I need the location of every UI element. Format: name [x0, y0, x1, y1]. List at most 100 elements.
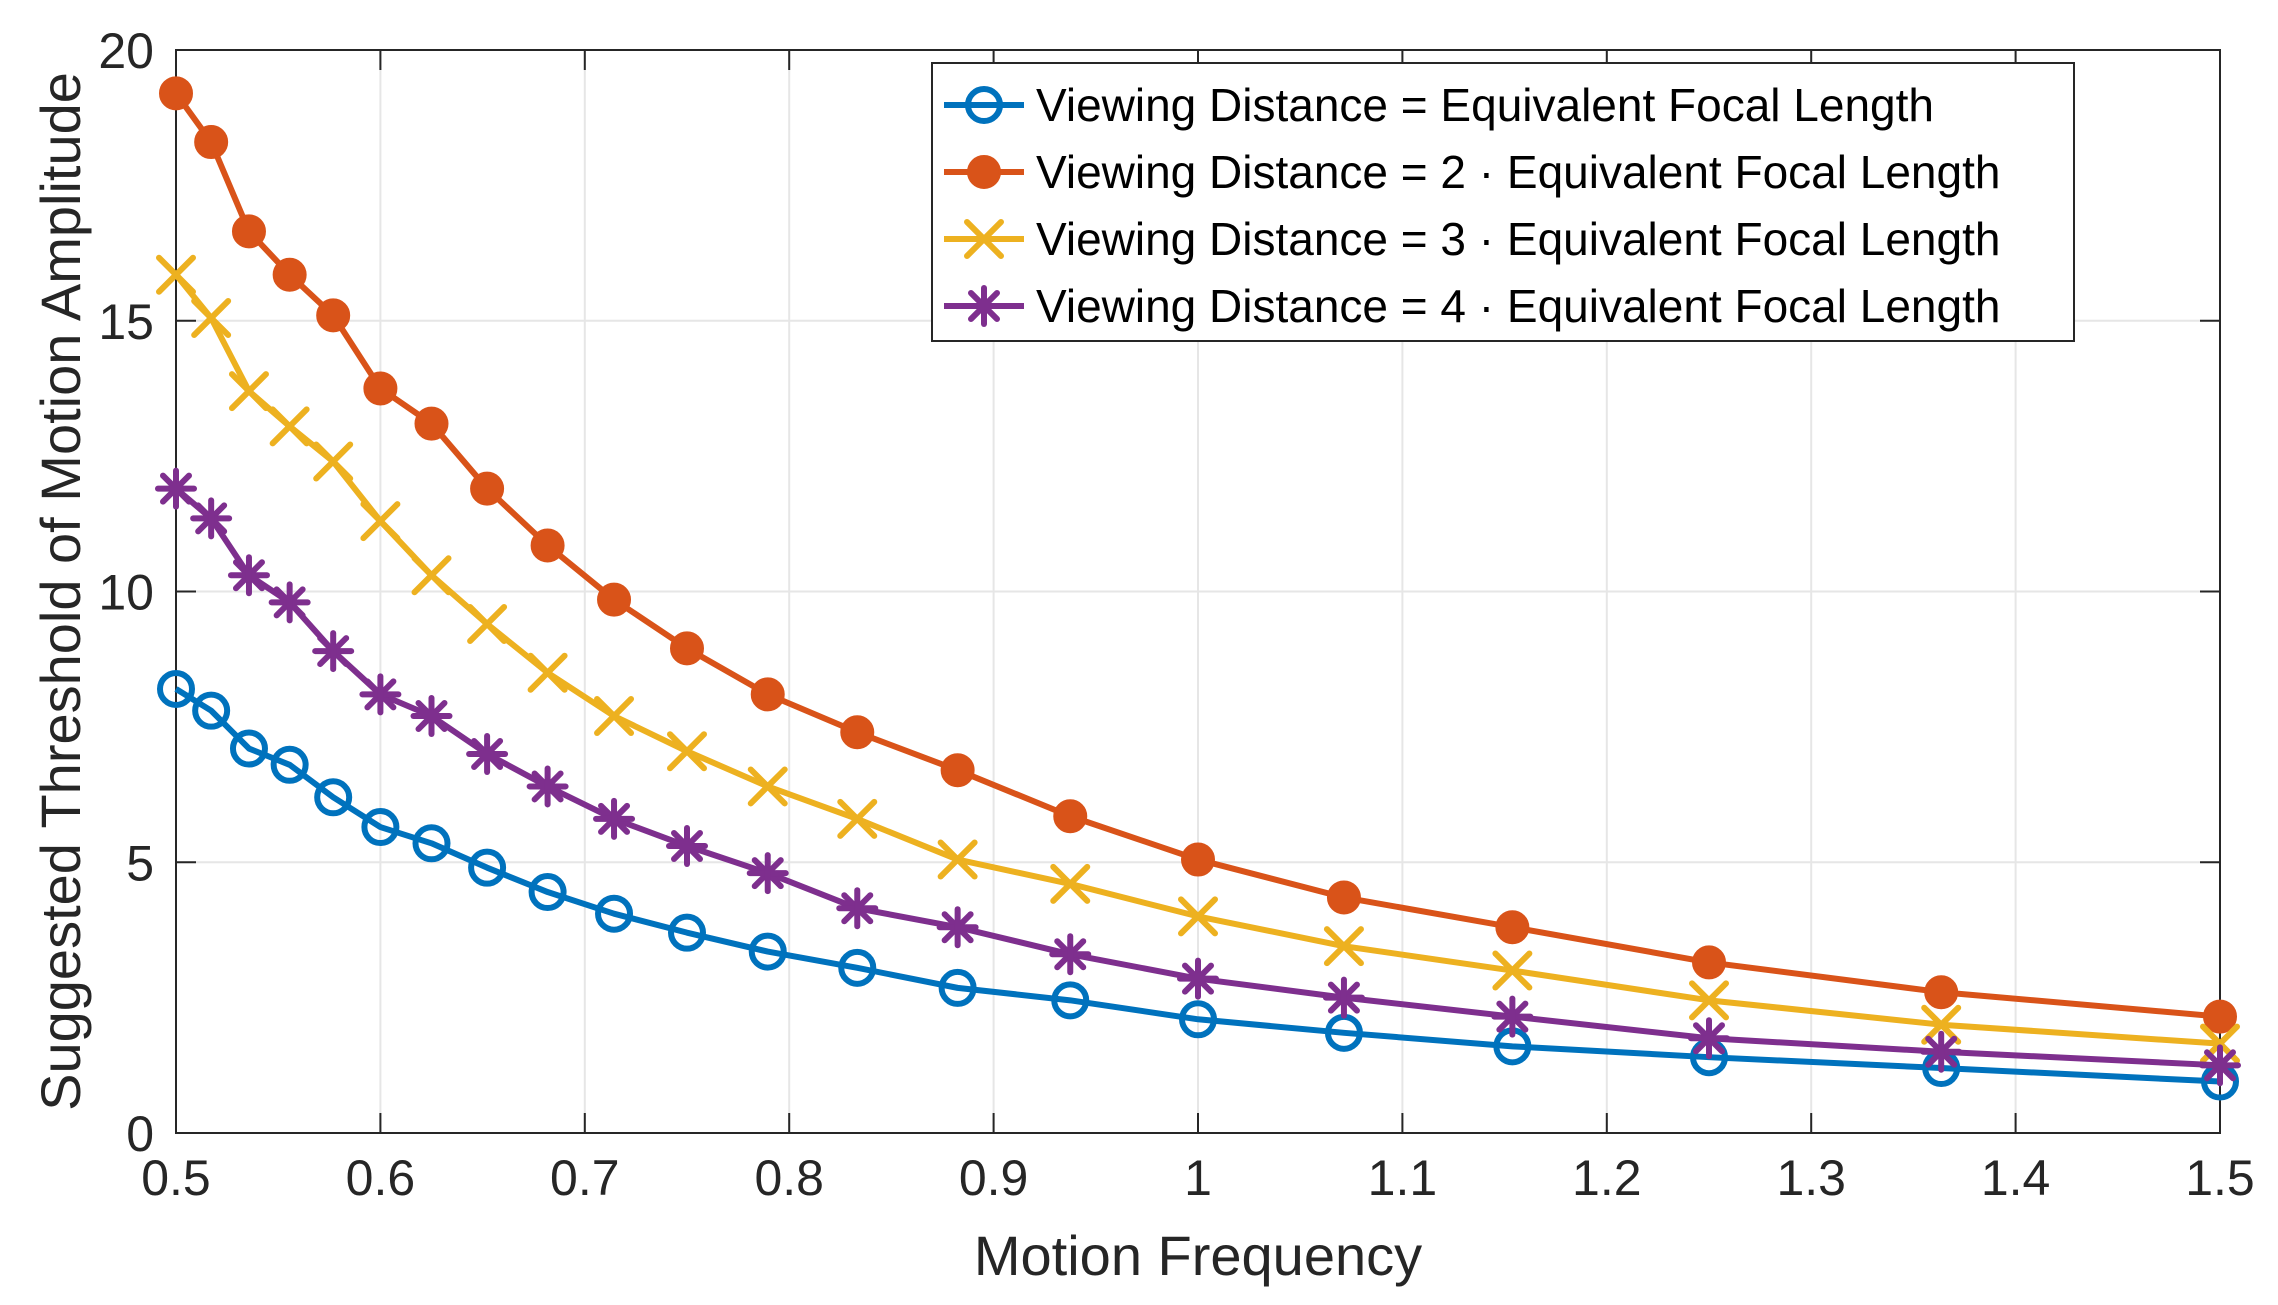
data-point: [313, 441, 354, 482]
data-point: [194, 125, 229, 160]
data-point: [1323, 926, 1364, 967]
data-point: [359, 673, 402, 716]
legend-box: [931, 62, 2075, 342]
y-axis-title: Suggested Threshold of Motion Amplitude: [29, 72, 92, 1111]
y-tick-labels: 0 5 10 15 20: [98, 23, 154, 1162]
data-point: [470, 471, 505, 506]
series-2: [159, 76, 2237, 1034]
data-point: [314, 778, 353, 817]
legend-marker: [963, 285, 1005, 327]
x-tick-label: 1.5: [2185, 1150, 2255, 1206]
data-point: [1179, 1000, 1217, 1039]
data-point: [747, 766, 788, 807]
legend-label: Viewing Distance = 2 · Equivalent Focal …: [1036, 146, 2000, 198]
data-point: [159, 76, 193, 111]
series-4: [155, 467, 2241, 1087]
data-point: [595, 894, 634, 933]
x-axis-title: Motion Frequency: [974, 1224, 1422, 1287]
legend-item: Viewing Distance = 4 · Equivalent Focal …: [944, 280, 2000, 332]
data-point: [156, 254, 196, 295]
data-point: [838, 948, 877, 987]
data-point: [467, 603, 508, 644]
data-point: [836, 887, 879, 930]
data-point: [597, 582, 632, 617]
data-point: [1920, 1030, 1963, 1073]
x-tick-label: 0.9: [959, 1150, 1029, 1206]
x-tick-label: 0.7: [550, 1150, 620, 1206]
legend-item: Viewing Distance = Equivalent Focal Leng…: [944, 79, 1934, 131]
data-point: [270, 745, 309, 784]
data-point: [228, 371, 269, 412]
x-tick-label: 0.5: [141, 1150, 211, 1206]
y-tick-label: 15: [98, 294, 154, 350]
series-3: [156, 254, 2240, 1064]
data-point: [229, 729, 268, 768]
x-tick-label: 0.8: [754, 1150, 824, 1206]
data-point: [840, 715, 875, 750]
data-point: [360, 501, 401, 542]
data-point: [530, 528, 565, 563]
data-point: [1177, 957, 1219, 1000]
legend: Viewing Distance = Equivalent Focal Leng…: [931, 62, 2075, 342]
data-point: [1178, 896, 1218, 937]
data-point: [363, 371, 398, 406]
data-point: [938, 968, 977, 1007]
data-point: [1495, 910, 1530, 945]
data-point: [466, 732, 509, 775]
data-point: [191, 298, 232, 339]
data-point: [268, 581, 311, 624]
data-point: [527, 652, 568, 693]
data-point: [192, 691, 231, 730]
data-point: [410, 695, 453, 738]
data-point: [361, 808, 400, 847]
data-point: [1688, 1017, 1730, 1060]
x-tick-label: 1.2: [1572, 1150, 1642, 1206]
data-point: [411, 555, 452, 596]
data-point: [227, 554, 270, 597]
data-point: [1689, 980, 1729, 1021]
data-point: [668, 913, 706, 952]
data-point: [937, 839, 978, 880]
data-point: [272, 257, 307, 292]
data-point: [1049, 933, 1092, 976]
data-point: [1051, 981, 1090, 1020]
data-point: [190, 497, 233, 540]
data-point: [1326, 880, 1361, 915]
data-point: [594, 696, 635, 737]
data-point: [316, 298, 351, 333]
data-point: [667, 731, 707, 772]
y-tick-label: 20: [98, 23, 154, 79]
tick-marks: [175, 49, 2221, 1134]
x-tick-label: 1.3: [1776, 1150, 1846, 1206]
data-point: [312, 630, 355, 673]
data-point: [526, 765, 569, 808]
legend-marker: [964, 219, 1004, 259]
legend-item: Viewing Distance = 3 · Equivalent Focal …: [944, 213, 2000, 265]
data-point: [936, 906, 979, 949]
data-point: [155, 467, 197, 510]
data-point: [1053, 799, 1088, 834]
series-group: [155, 76, 2241, 1101]
legend-label: Viewing Distance = 4 · Equivalent Focal …: [1036, 280, 2000, 332]
data-point: [1492, 950, 1533, 991]
data-point: [1921, 1004, 1962, 1045]
data-point: [2203, 999, 2237, 1034]
legend-item: Viewing Distance = 2 · Equivalent Focal …: [944, 146, 2000, 198]
data-point: [670, 631, 704, 666]
y-tick-label: 10: [98, 565, 154, 621]
legend-marker: [967, 155, 1001, 189]
data-point: [528, 873, 567, 912]
data-point: [666, 825, 708, 868]
data-point: [1050, 863, 1091, 904]
legend-marker: [965, 86, 1003, 124]
data-point: [748, 932, 787, 971]
data-point: [746, 852, 789, 895]
y-tick-label: 5: [126, 835, 154, 891]
y-tick-label: 0: [126, 1106, 154, 1162]
data-point: [837, 798, 878, 839]
data-point: [412, 824, 451, 863]
data-point: [940, 753, 975, 788]
x-tick-label: 1.4: [1981, 1150, 2051, 1206]
data-point: [468, 848, 507, 887]
x-tick-labels: 0.5 0.6 0.7 0.8 0.9 1 1.1 1.2 1.3 1.4 1.5: [141, 1150, 2255, 1206]
